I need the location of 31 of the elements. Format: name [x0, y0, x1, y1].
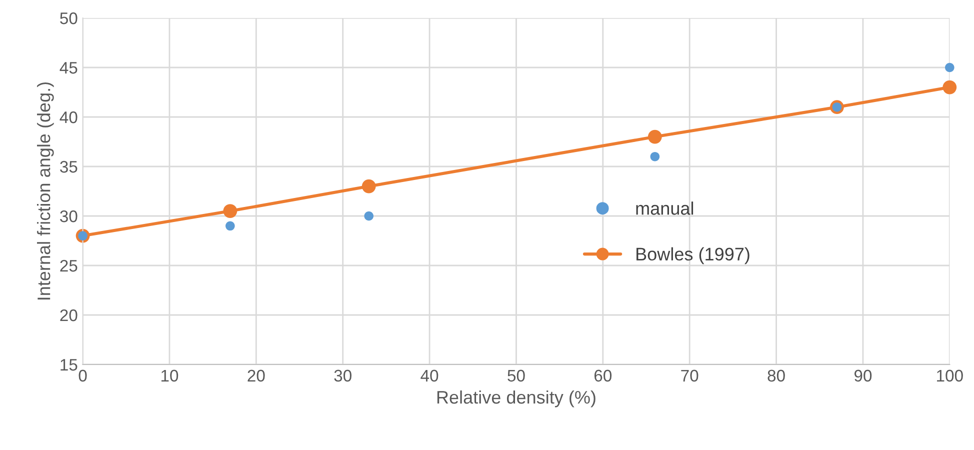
legend-label: manual: [636, 202, 694, 215]
y-tick-label: 40: [60, 111, 78, 124]
x-tick-label: 100: [937, 370, 963, 382]
point: [362, 179, 376, 194]
y-tick-label: 35: [60, 160, 78, 173]
x-tick-label: 70: [681, 370, 698, 382]
y-axis-title: Internal friction angle (deg.): [37, 82, 54, 300]
point: [942, 80, 957, 94]
y-tick-label: 25: [60, 260, 78, 272]
legend-label: Bowles (1997): [636, 247, 750, 264]
x-tick-label: 40: [420, 370, 438, 382]
point: [225, 221, 235, 231]
x-tick-label: 90: [854, 370, 872, 382]
x-tick-label: 80: [768, 370, 785, 382]
y-tick-label: 45: [60, 62, 78, 74]
x-tick-label: 0: [78, 370, 87, 382]
y-tick-label: 30: [60, 210, 78, 222]
point: [223, 204, 238, 218]
point: [944, 62, 954, 72]
point: [364, 211, 374, 221]
point: [648, 130, 662, 144]
x-tick-label: 50: [508, 370, 525, 382]
x-tick-label: 10: [161, 370, 178, 382]
y-tick-label: 50: [60, 12, 78, 24]
y-tick-label: 20: [60, 309, 78, 322]
x-tick-label: 60: [594, 370, 612, 382]
x-tick-label: 20: [248, 370, 265, 382]
y-tick-label: 15: [60, 359, 78, 371]
point: [650, 152, 660, 162]
x-axis-title: Relative density (%): [437, 390, 596, 408]
x-tick-label: 30: [334, 370, 352, 382]
